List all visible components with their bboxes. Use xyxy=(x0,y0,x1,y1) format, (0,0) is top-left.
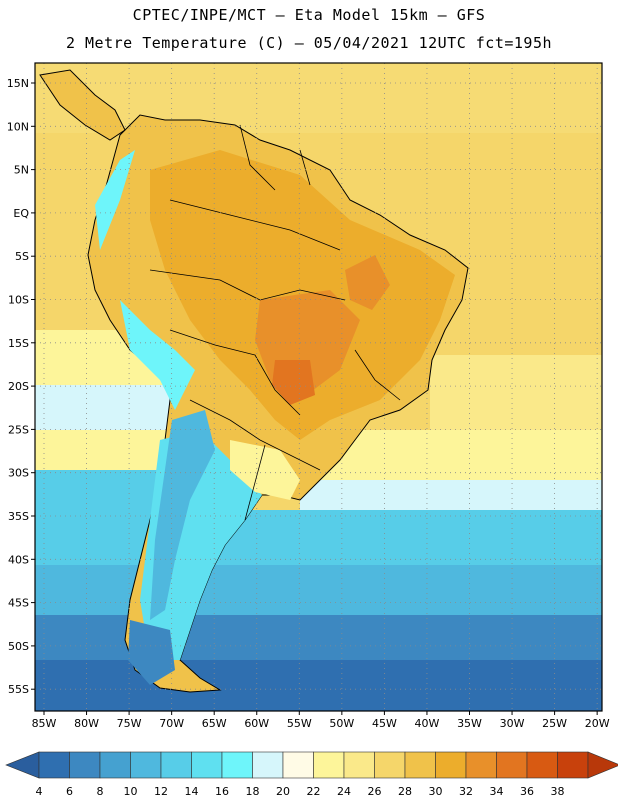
chart-title-line2: 2 Metre Temperature (C) – 05/04/2021 12U… xyxy=(65,34,553,52)
lon-label: 30W xyxy=(500,717,525,730)
continent-central-america xyxy=(39,69,126,141)
colorbar-swatch xyxy=(435,751,467,779)
colorbar-swatch xyxy=(160,751,192,779)
colorbar-label: 24 xyxy=(337,785,351,798)
colorbar-swatch xyxy=(404,751,436,779)
lon-label: 85W xyxy=(32,717,57,730)
colorbar-swatch xyxy=(130,751,162,779)
hot-northeast-region xyxy=(345,255,390,310)
colorbar-label: 10 xyxy=(124,785,138,798)
colorbar-over-arrow xyxy=(587,751,618,779)
tierra-del-fuego-cold-region xyxy=(128,620,175,685)
colorbar-label: 18 xyxy=(246,785,260,798)
lat-label: 40S xyxy=(8,553,29,566)
colorbar-label: 32 xyxy=(459,785,473,798)
andes-central-cool-strip xyxy=(120,300,195,410)
colorbar-swatch xyxy=(191,751,223,779)
lat-label: 30S xyxy=(8,467,29,480)
colorbar-swatch xyxy=(252,751,284,779)
lat-label: 50S xyxy=(8,640,29,653)
colorbar-label: 30 xyxy=(429,785,443,798)
latitude-labels: 15N 10N 5N EQ 5S 10S 15S 20S 25S 30S 35S 40S 45S 50S 5… xyxy=(7,77,35,696)
lat-label: 10N xyxy=(7,120,29,133)
colorbar-label: 28 xyxy=(398,785,412,798)
graticule xyxy=(35,63,602,711)
colorbar-label: 22 xyxy=(307,785,321,798)
lat-label: 35S xyxy=(8,510,29,523)
colorbar-label: 6 xyxy=(66,785,73,798)
andes-north-cool-strip xyxy=(95,150,135,250)
lat-label: EQ xyxy=(13,207,29,220)
lat-label: 15N xyxy=(7,77,29,90)
lon-label: 25W xyxy=(542,717,567,730)
colorbar-under-arrow xyxy=(5,751,40,779)
map-frame xyxy=(34,62,603,712)
colorbar-label: 36 xyxy=(520,785,534,798)
lon-label: 60W xyxy=(244,717,269,730)
lat-label: 20S xyxy=(8,380,29,393)
colorbar-label: 38 xyxy=(551,785,565,798)
ocean-cold-field xyxy=(35,510,602,570)
lat-label: 15S xyxy=(8,337,29,350)
ocean-pacific-cool-field xyxy=(35,385,185,435)
colorbar-swatch xyxy=(343,751,375,779)
lon-label: 65W xyxy=(202,717,227,730)
colorbar-swatch xyxy=(496,751,528,779)
colorbar-label: 20 xyxy=(276,785,290,798)
lon-label: 75W xyxy=(117,717,142,730)
colorbar-swatch xyxy=(313,751,345,779)
map-field xyxy=(35,63,602,711)
colorbar-swatch xyxy=(557,751,589,779)
lat-label: 5N xyxy=(14,164,29,177)
lon-label: 35W xyxy=(457,717,482,730)
colorbar-swatch xyxy=(526,751,558,779)
lon-label: 70W xyxy=(159,717,184,730)
lon-label: 55W xyxy=(287,717,312,730)
longitude-labels: 85W 80W 75W 70W 65W 60W 55W 50W 45W 40W 35W 30W 25W 2… xyxy=(32,711,610,730)
colorbar-labels: 4 6 8 10 12 14 16 18 20 22 24 26 28 30 32 34 36 38 xyxy=(36,785,565,798)
lat-label: 25S xyxy=(8,423,29,436)
pampas-mild-region xyxy=(230,440,300,500)
country-borders xyxy=(149,124,401,521)
colorbar-label: 26 xyxy=(368,785,382,798)
andes-south-cold-strip xyxy=(150,410,215,620)
lat-label: 55S xyxy=(8,683,29,696)
hottest-spot-region xyxy=(272,360,315,405)
lon-label: 80W xyxy=(74,717,99,730)
lon-label: 20W xyxy=(585,717,610,730)
lat-label: 45S xyxy=(8,597,29,610)
lon-label: 40W xyxy=(415,717,440,730)
colorbar-swatch xyxy=(465,751,497,779)
colorbar-label: 12 xyxy=(154,785,168,798)
colorbar-label: 34 xyxy=(490,785,504,798)
colorbar-swatch xyxy=(38,751,70,779)
colorbar-swatch xyxy=(99,751,131,779)
colorbar-swatch xyxy=(69,751,101,779)
colorbar-label: 8 xyxy=(97,785,104,798)
colorbar-label: 16 xyxy=(215,785,229,798)
lon-label: 45W xyxy=(372,717,397,730)
colorbar-swatch xyxy=(221,751,253,779)
colorbar-boxes xyxy=(5,751,618,779)
lat-label: 5S xyxy=(15,250,29,263)
colorbar-swatch xyxy=(374,751,406,779)
lat-label: 10S xyxy=(8,294,29,307)
colorbar-swatch xyxy=(282,751,314,779)
lon-label: 50W xyxy=(329,717,354,730)
chart-title-line1: CPTEC/INPE/MCT – Eta Model 15km – GFS xyxy=(132,6,486,24)
colorbar-label: 4 xyxy=(36,785,43,798)
colorbar-label: 14 xyxy=(185,785,199,798)
